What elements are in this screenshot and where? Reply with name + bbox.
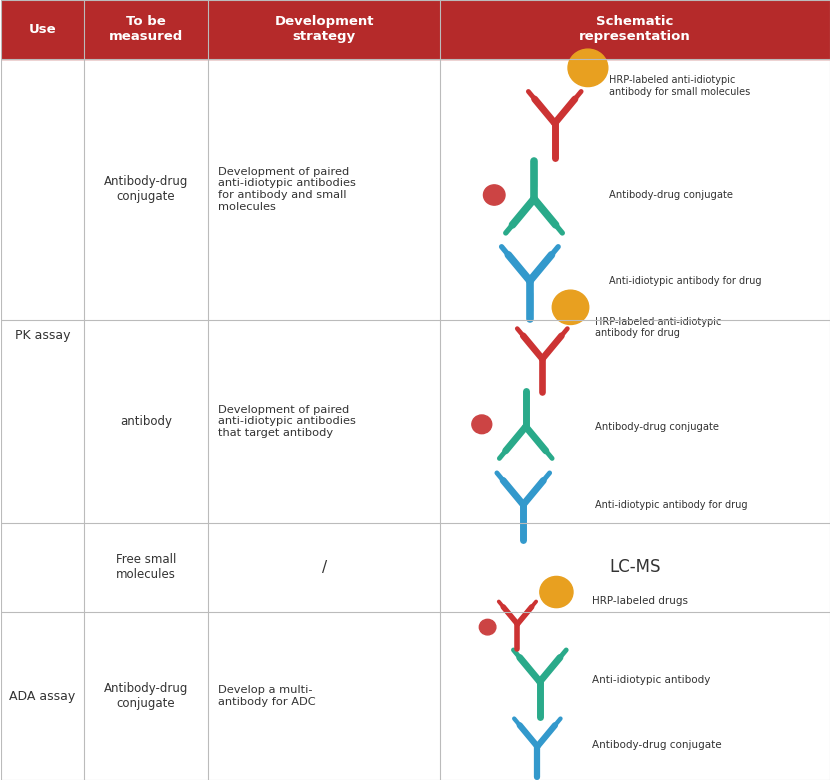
- Text: Anti-idiotypic antibody: Anti-idiotypic antibody: [592, 675, 710, 685]
- Circle shape: [568, 49, 608, 87]
- Text: Free small
molecules: Free small molecules: [116, 554, 176, 581]
- Circle shape: [472, 415, 491, 434]
- Circle shape: [483, 185, 505, 205]
- Text: Development
strategy: Development strategy: [275, 16, 374, 43]
- Circle shape: [479, 619, 496, 635]
- Text: LC-MS: LC-MS: [609, 558, 661, 576]
- Text: Schematic
representation: Schematic representation: [579, 16, 691, 43]
- Text: Antibody-drug conjugate: Antibody-drug conjugate: [608, 190, 733, 200]
- Text: HRP-labeled anti-idiotypic
antibody for drug: HRP-labeled anti-idiotypic antibody for …: [595, 317, 722, 339]
- Text: /: /: [322, 560, 327, 575]
- Text: To be
measured: To be measured: [109, 16, 183, 43]
- Text: Antibody-drug
conjugate: Antibody-drug conjugate: [104, 176, 188, 203]
- Text: Antibody-drug conjugate: Antibody-drug conjugate: [592, 740, 722, 750]
- Text: Use: Use: [28, 23, 56, 36]
- Text: Develop a multi-
antibody for ADC: Develop a multi- antibody for ADC: [218, 686, 315, 707]
- Circle shape: [540, 576, 573, 608]
- Text: ADA assay: ADA assay: [9, 690, 76, 703]
- Text: Antibody-drug conjugate: Antibody-drug conjugate: [595, 422, 720, 431]
- Text: HRP-labeled drugs: HRP-labeled drugs: [592, 596, 688, 605]
- Text: Antibody-drug
conjugate: Antibody-drug conjugate: [104, 682, 188, 710]
- Text: Anti-idiotypic antibody for drug: Anti-idiotypic antibody for drug: [595, 500, 748, 509]
- Text: HRP-labeled anti-idiotypic
antibody for small molecules: HRP-labeled anti-idiotypic antibody for …: [608, 75, 749, 97]
- Text: Development of paired
anti-idiotypic antibodies
for antibody and small
molecules: Development of paired anti-idiotypic ant…: [218, 167, 356, 211]
- Text: antibody: antibody: [120, 415, 172, 427]
- Text: Anti-idiotypic antibody for drug: Anti-idiotypic antibody for drug: [608, 276, 761, 285]
- Bar: [1, 0, 830, 58]
- Circle shape: [552, 290, 588, 324]
- Text: PK assay: PK assay: [15, 329, 71, 342]
- Text: Development of paired
anti-idiotypic antibodies
that target antibody: Development of paired anti-idiotypic ant…: [218, 405, 356, 438]
